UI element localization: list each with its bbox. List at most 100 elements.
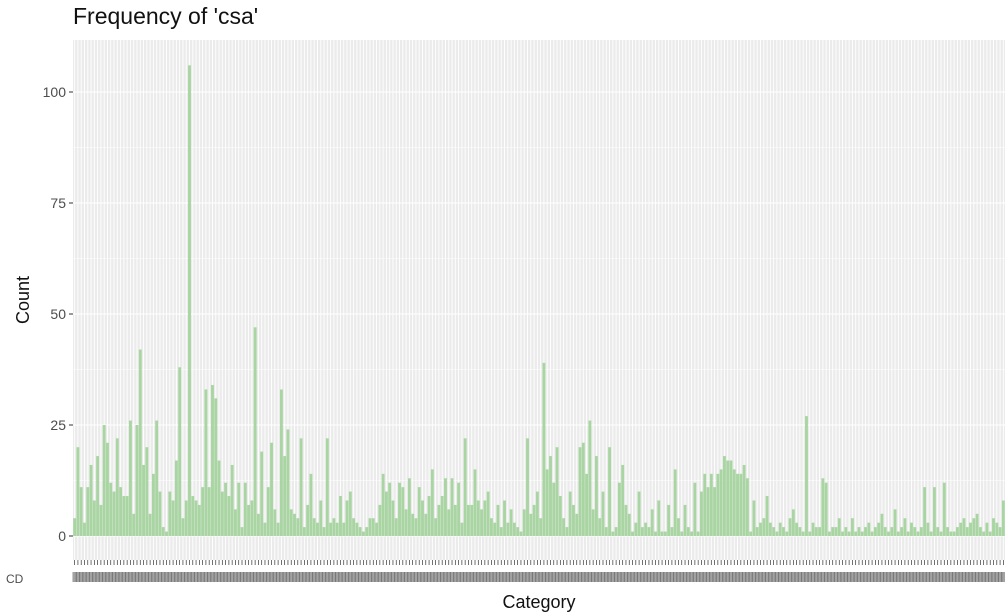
bar <box>112 491 116 536</box>
bar <box>535 491 539 536</box>
bar <box>174 460 178 536</box>
x-tick-label <box>367 572 373 582</box>
bar <box>184 500 188 536</box>
bar <box>437 504 441 536</box>
y-axis-title: Count <box>13 276 33 324</box>
bar <box>440 496 444 536</box>
bar <box>519 531 523 536</box>
x-tick-label <box>548 572 553 582</box>
x-tick-label <box>961 572 967 582</box>
bar <box>352 518 356 536</box>
bar <box>745 478 749 536</box>
x-tick-label <box>784 572 789 582</box>
y-tick-label: 25 <box>50 417 66 433</box>
x-tick-label <box>886 572 891 582</box>
bar <box>699 491 703 536</box>
x-tick-label <box>302 572 307 582</box>
x-tick-label <box>991 572 996 582</box>
x-tick-label <box>508 572 514 582</box>
x-tick-label <box>400 572 406 582</box>
bar <box>109 482 113 536</box>
x-tick-label <box>791 572 796 582</box>
bar <box>493 522 497 536</box>
x-tick-label <box>899 572 904 582</box>
x-tick-label <box>600 572 606 582</box>
bar <box>463 438 467 536</box>
x-tick-label <box>403 572 409 582</box>
x-tick-label <box>551 572 556 582</box>
x-tick-label <box>643 572 648 582</box>
x-tick-label <box>170 572 176 582</box>
bar <box>250 500 254 536</box>
x-tick-label <box>817 572 822 582</box>
bar <box>749 531 753 536</box>
x-tick-label <box>275 572 281 582</box>
x-tick-label <box>371 572 376 582</box>
x-tick-label <box>334 572 340 582</box>
bar <box>854 531 858 536</box>
bar <box>667 504 671 536</box>
bar <box>447 509 451 536</box>
bar <box>79 487 83 536</box>
bar <box>378 504 382 536</box>
x-tick-label <box>144 572 150 582</box>
bar <box>381 473 385 536</box>
bar <box>217 460 221 536</box>
x-tick-label <box>876 572 881 582</box>
bar <box>427 496 431 536</box>
bar <box>805 416 808 536</box>
y-axis: 0 25 50 75 100 <box>43 84 73 544</box>
bar <box>995 522 999 536</box>
x-tick-label <box>318 572 323 582</box>
x-tick-label <box>436 572 442 582</box>
bar <box>942 482 946 536</box>
bar <box>388 482 392 536</box>
bar <box>936 527 940 536</box>
bar <box>283 456 287 536</box>
bar <box>473 469 477 536</box>
bar <box>768 522 772 536</box>
bar <box>302 527 306 536</box>
x-tick-label <box>984 572 990 582</box>
bar <box>923 487 927 536</box>
x-tick-label <box>131 572 136 582</box>
bar <box>499 527 503 536</box>
x-tick-label <box>472 572 478 582</box>
bar <box>903 518 907 536</box>
x-tick-label <box>147 572 153 582</box>
x-tick-label <box>229 572 235 582</box>
x-tick-label <box>607 572 612 582</box>
x-tick-label <box>587 572 593 582</box>
x-tick-label <box>98 572 104 582</box>
x-tick-label <box>807 572 812 582</box>
x-tick-label <box>193 572 199 582</box>
bar <box>844 527 848 536</box>
bar <box>444 478 447 536</box>
x-tick-label <box>325 572 330 582</box>
x-tick-label <box>774 572 780 582</box>
bar <box>312 518 316 536</box>
x-tick-label <box>518 572 524 582</box>
bar <box>96 456 100 536</box>
x-tick-label <box>134 572 140 582</box>
x-tick-label <box>640 572 645 582</box>
bar <box>503 500 506 536</box>
bar <box>86 487 90 536</box>
bar <box>430 469 434 536</box>
x-tick-label <box>561 572 566 582</box>
x-tick-label <box>978 572 983 582</box>
bar <box>355 522 359 536</box>
x-tick-label <box>430 572 435 582</box>
x-tick-label <box>712 572 717 582</box>
bar <box>545 469 549 536</box>
bar <box>522 509 526 536</box>
x-tick-label <box>203 572 209 582</box>
bar <box>896 531 900 536</box>
bar <box>132 513 136 536</box>
x-tick-label <box>850 572 855 582</box>
x-tick-label <box>971 572 977 582</box>
x-tick-label <box>308 572 314 582</box>
bar <box>821 478 825 536</box>
y-tick-label: 100 <box>43 84 67 100</box>
x-tick-label <box>75 572 81 582</box>
